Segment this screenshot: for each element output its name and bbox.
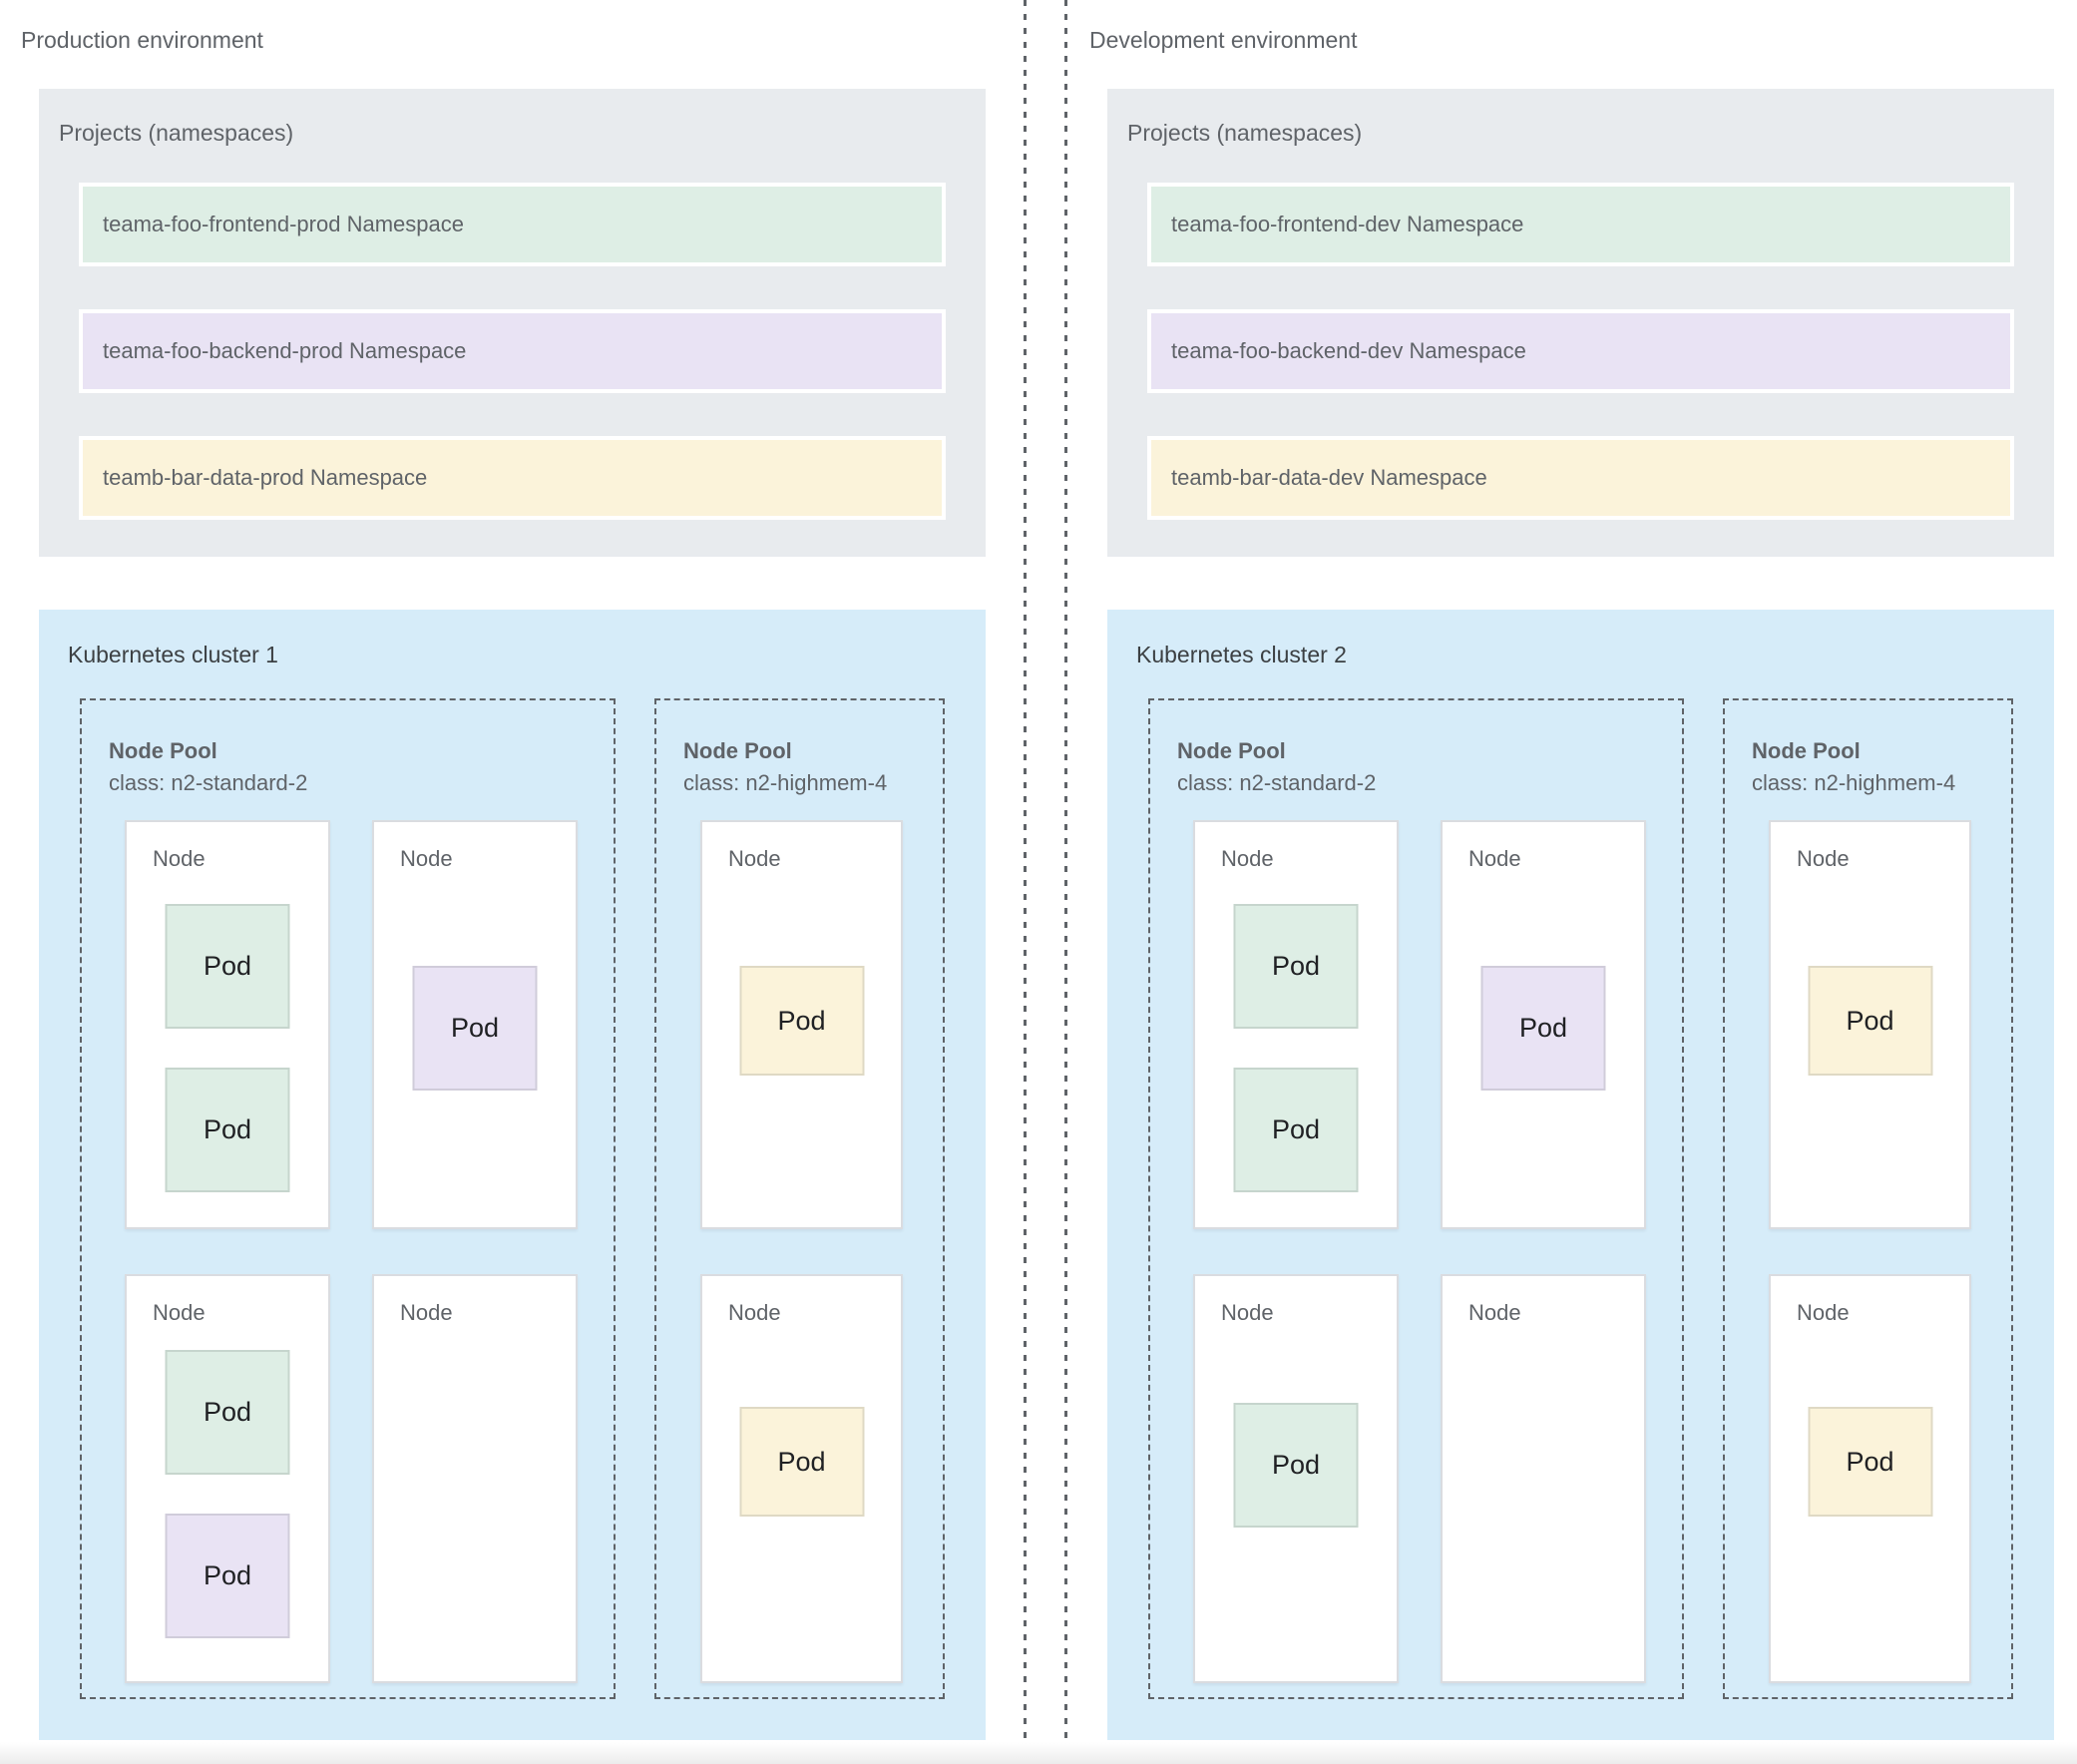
environment-divider-line-1 (1024, 0, 1027, 1764)
pod-box-yellow: Pod (1808, 966, 1932, 1076)
namespace-label: teama-foo-backend-dev Namespace (1171, 338, 1526, 363)
node-pool-box: Node Pool class: n2-highmem-4 Node Pod Node P… (654, 698, 945, 1699)
pod-label: Pod (777, 1446, 826, 1477)
node-pool-class-label: class: n2-standard-2 (1177, 770, 1377, 795)
node-label: Node (728, 1300, 781, 1325)
projects-box: Projects (namespaces) teama-foo-frontend-… (1107, 89, 2054, 557)
pod-label: Pod (1271, 1114, 1321, 1144)
pod-label: Pod (777, 1005, 826, 1036)
node-label: Node (1468, 846, 1521, 871)
pod-box-green: Pod (165, 1068, 290, 1192)
namespace-box-yellow: teamb-bar-data-dev Namespace (1147, 436, 2014, 520)
node-label: Node (400, 1300, 453, 1325)
projects-box-label: Projects (namespaces) (1127, 120, 1363, 146)
pod-box-purple: Pod (165, 1514, 290, 1638)
node-box: Node (1441, 1274, 1646, 1683)
node-box: Node Pod (1769, 1274, 1971, 1683)
node-pool-class-label: class: n2-highmem-4 (683, 770, 888, 795)
node-label: Node (1797, 846, 1850, 871)
environment-title: Production environment (21, 27, 263, 53)
pod-label: Pod (1271, 951, 1321, 981)
pod-label: Pod (203, 1397, 252, 1427)
pod-label: Pod (203, 1114, 252, 1144)
environment-title: Development environment (1089, 27, 1358, 53)
pod-box-yellow: Pod (739, 966, 864, 1076)
pod-box-yellow: Pod (1808, 1407, 1932, 1517)
node-box: Node Pod (1769, 820, 1971, 1229)
pod-box-green: Pod (165, 1350, 290, 1475)
node-label: Node (728, 846, 781, 871)
environment-divider-line-2 (1064, 0, 1067, 1764)
pod-box-yellow: Pod (739, 1407, 864, 1517)
pod-box-purple: Pod (412, 966, 538, 1091)
node-box: Node Pod (700, 820, 903, 1229)
node-label: Node (400, 846, 453, 871)
namespace-box-purple: teama-foo-backend-prod Namespace (79, 309, 946, 393)
pod-box-purple: Pod (1480, 966, 1606, 1091)
pod-label: Pod (203, 1560, 252, 1590)
node-pool-title: Node Pool (1752, 738, 1861, 763)
bottom-scroll-fade (0, 1742, 2077, 1764)
node-label: Node (153, 846, 206, 871)
namespace-box-purple: teama-foo-backend-dev Namespace (1147, 309, 2014, 393)
node-box: Node Pod Pod (1193, 820, 1399, 1229)
node-box: Node Pod (1441, 820, 1646, 1229)
cluster-title: Kubernetes cluster 1 (68, 642, 278, 667)
node-pool-box: Node Pool class: n2-standard-2 Node Pod Pod N… (1148, 698, 1684, 1699)
namespace-label: teama-foo-frontend-dev Namespace (1171, 212, 1524, 236)
node-box: Node Pod (1193, 1274, 1399, 1683)
node-box: Node Pod Pod (125, 1274, 330, 1683)
pod-label: Pod (450, 1013, 500, 1043)
namespace-label: teamb-bar-data-dev Namespace (1171, 465, 1487, 490)
namespace-label: teamb-bar-data-prod Namespace (103, 465, 428, 490)
cluster-title: Kubernetes cluster 2 (1136, 642, 1347, 667)
node-pool-class-label: class: n2-highmem-4 (1752, 770, 1956, 795)
node-pool-title: Node Pool (1177, 738, 1286, 763)
projects-box: Projects (namespaces) teama-foo-frontend-… (39, 89, 986, 557)
cluster-box: Kubernetes cluster 2 Node Pool class: n2-s… (1107, 610, 2054, 1740)
pod-label: Pod (1846, 1005, 1894, 1036)
pod-label: Pod (1271, 1450, 1321, 1480)
pod-box-green: Pod (1233, 1068, 1359, 1192)
node-pool-title: Node Pool (683, 738, 792, 763)
pod-box-green: Pod (165, 904, 290, 1029)
node-label: Node (1468, 1300, 1521, 1325)
cluster-box: Kubernetes cluster 1 Node Pool class: n2-s… (39, 610, 986, 1740)
pod-box-green: Pod (1233, 904, 1359, 1029)
node-label: Node (1797, 1300, 1850, 1325)
node-pool-box: Node Pool class: n2-highmem-4 Node Pod Node P… (1723, 698, 2013, 1699)
namespace-box-green: teama-foo-frontend-dev Namespace (1147, 183, 2014, 266)
namespace-label: teama-foo-frontend-prod Namespace (103, 212, 464, 236)
pod-box-green: Pod (1233, 1403, 1359, 1528)
projects-box-label: Projects (namespaces) (59, 120, 294, 146)
node-pool-box: Node Pool class: n2-standard-2 Node Pod Pod N… (80, 698, 616, 1699)
node-box: Node Pod (372, 820, 578, 1229)
node-box: Node (372, 1274, 578, 1683)
node-pool-class-label: class: n2-standard-2 (109, 770, 308, 795)
namespace-box-yellow: teamb-bar-data-prod Namespace (79, 436, 946, 520)
namespace-label: teama-foo-backend-prod Namespace (103, 338, 467, 363)
pod-label: Pod (203, 951, 252, 981)
node-box: Node Pod (700, 1274, 903, 1683)
node-pool-title: Node Pool (109, 738, 217, 763)
node-label: Node (153, 1300, 206, 1325)
pod-label: Pod (1846, 1446, 1894, 1477)
node-label: Node (1221, 846, 1274, 871)
namespace-box-green: teama-foo-frontend-prod Namespace (79, 183, 946, 266)
node-label: Node (1221, 1300, 1274, 1325)
node-box: Node Pod Pod (125, 820, 330, 1229)
pod-label: Pod (1518, 1013, 1568, 1043)
